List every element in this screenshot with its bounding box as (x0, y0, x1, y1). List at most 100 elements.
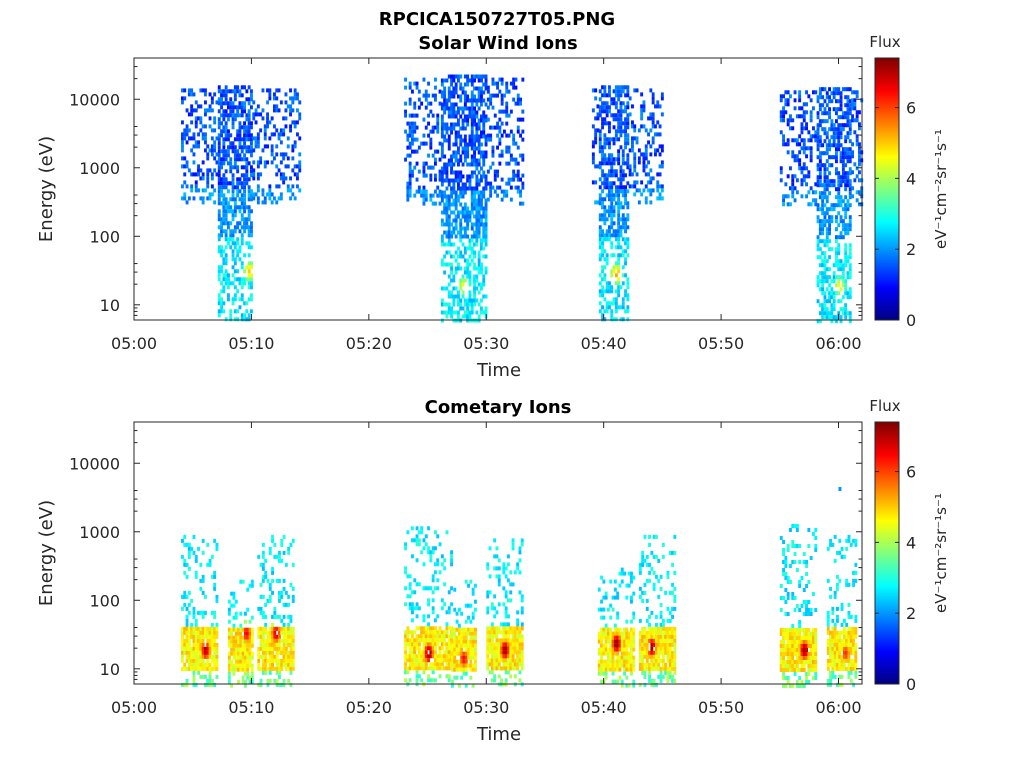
heatmap-cell (791, 174, 795, 179)
heatmap-cell (605, 161, 609, 166)
heatmap-cell (844, 155, 848, 160)
heatmap-cell (619, 133, 623, 138)
heatmap-cell (835, 251, 838, 256)
heatmap-cell (470, 174, 474, 179)
heatmap-cell (490, 662, 494, 667)
heatmap-cell (459, 174, 463, 179)
colorbar-segment (875, 304, 899, 306)
heatmap-cell (603, 265, 607, 270)
heatmap-cell (473, 290, 476, 295)
heatmap-cell (250, 273, 253, 278)
heatmap-cell (185, 654, 189, 659)
heatmap-cell (841, 295, 845, 300)
colorbar-segment (875, 184, 899, 186)
heatmap-cell (791, 150, 795, 155)
heatmap-cell (490, 642, 494, 647)
heatmap-cell (183, 590, 187, 595)
heatmap-cell (411, 526, 414, 531)
heatmap-cell (828, 219, 831, 224)
heatmap-cell (427, 121, 430, 126)
heatmap-cell (619, 201, 623, 206)
heatmap-cell (259, 666, 263, 671)
heatmap-cell (601, 205, 604, 210)
heatmap-cell (466, 82, 470, 87)
heatmap-cell (445, 162, 449, 167)
heatmap-cell (243, 313, 246, 318)
heatmap-cell (818, 287, 822, 292)
heatmap-cell (429, 558, 433, 563)
heatmap-cell (601, 145, 604, 150)
heatmap-cell (194, 188, 198, 193)
colorbar-segment (875, 108, 899, 110)
heatmap-cell (447, 646, 451, 651)
heatmap-cell (461, 274, 465, 279)
heatmap-cell (431, 650, 435, 655)
heatmap-cell (597, 651, 601, 656)
heatmap-cell (287, 594, 291, 599)
heatmap-cell (248, 647, 252, 652)
heatmap-cell (518, 546, 522, 551)
heatmap-cell (244, 647, 247, 652)
heatmap-cell (614, 261, 618, 266)
heatmap-cell (821, 291, 825, 296)
heatmap-cell (493, 189, 497, 194)
heatmap-cell (839, 155, 843, 160)
heatmap-cell (488, 634, 492, 639)
heatmap-cell (440, 94, 444, 99)
heatmap-cell (252, 176, 256, 181)
heatmap-cell (445, 646, 449, 651)
heatmap-cell (275, 96, 279, 101)
heatmap-cell (603, 185, 607, 190)
heatmap-cell (619, 181, 623, 186)
heatmap-cell (224, 121, 228, 126)
heatmap-cell (789, 118, 792, 123)
heatmap-cell (612, 193, 616, 198)
heatmap-cell (484, 86, 488, 91)
heatmap-cell (450, 270, 453, 275)
heatmap-cell (227, 161, 230, 166)
heatmap-cell (656, 104, 660, 109)
heatmap-cell (217, 161, 221, 166)
heatmap-cell (477, 122, 481, 127)
heatmap-cell (464, 683, 468, 688)
heatmap-cell (471, 615, 475, 620)
heatmap-cell (793, 186, 797, 191)
heatmap-cell (266, 642, 270, 647)
heatmap-cell (431, 654, 435, 659)
heatmap-cell (199, 666, 203, 671)
heatmap-cell (626, 157, 630, 162)
heatmap-cell (275, 128, 279, 133)
heatmap-cell (520, 634, 524, 639)
heatmap-cell (660, 92, 664, 97)
heatmap-cell (839, 203, 843, 208)
heatmap-cell (495, 626, 499, 631)
heatmap-cell (440, 154, 444, 159)
heatmap-cell (406, 654, 410, 659)
heatmap-cell (293, 124, 297, 129)
heatmap-cell (293, 172, 297, 177)
heatmap-cell (415, 149, 419, 154)
heatmap-cell (830, 279, 834, 284)
heatmap-cell (222, 261, 226, 266)
heatmap-cell (261, 554, 265, 559)
heatmap-cell (507, 578, 510, 583)
heatmap-cell (490, 622, 494, 627)
colorbar-segment (875, 256, 899, 258)
heatmap-cell (192, 666, 196, 671)
heatmap-cell (482, 238, 486, 243)
heatmap-cell (823, 151, 827, 156)
heatmap-cell (229, 109, 233, 114)
colorbar-segment (875, 268, 899, 270)
heatmap-cell (654, 152, 657, 157)
heatmap-cell (844, 231, 848, 236)
heatmap-cell (244, 663, 247, 668)
heatmap-cell (600, 575, 603, 580)
colorbar-segment (875, 122, 899, 124)
heatmap-cell (440, 190, 444, 195)
heatmap-cell (239, 647, 243, 652)
heatmap-cell (649, 180, 653, 185)
heatmap-cell (598, 97, 602, 102)
heatmap-cell (844, 279, 848, 284)
heatmap-cell (287, 678, 291, 683)
heatmap-cell (227, 619, 231, 624)
